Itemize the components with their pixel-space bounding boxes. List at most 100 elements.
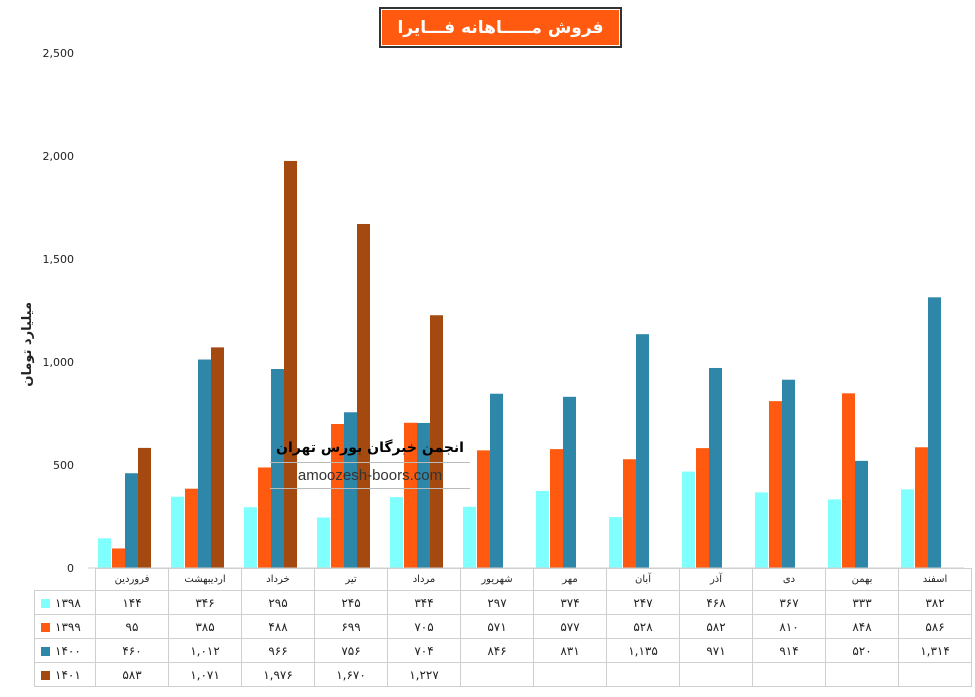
- bar: [609, 517, 622, 568]
- data-label: ۲۹۷: [460, 590, 534, 615]
- data-label: ۳۸۲: [898, 590, 972, 615]
- bar: [417, 422, 430, 568]
- legend-label: ۱۳۹۸: [55, 595, 81, 610]
- bar: [828, 499, 841, 568]
- bar: [430, 315, 443, 568]
- legend-label: ۱۴۰۰: [55, 643, 81, 658]
- bar: [490, 393, 503, 568]
- data-label: ۸۴۶: [460, 638, 534, 663]
- bar: [171, 496, 184, 568]
- table-row: ۱۳۹۹ ۹۵ ۳۸۵ ۴۸۸ ۶۹۹ ۷۰۵ ۵۷۱ ۵۷۷ ۵۲۸ ۵۸۲ ۸۱۰ ۸۴۸ ۵۸۶: [34, 614, 972, 639]
- bar: [536, 490, 549, 568]
- data-label: ۷۰۴: [387, 638, 461, 663]
- x-tick-label: اردیبهشت: [168, 568, 242, 591]
- bar: [284, 160, 297, 568]
- bar: [901, 489, 914, 568]
- x-tick-label: تیر: [314, 568, 388, 591]
- bar: [138, 447, 151, 568]
- data-label: ۱,۶۷۰: [314, 662, 388, 687]
- data-label: ۴۸۸: [241, 614, 315, 639]
- x-tick-label: بهمن: [825, 568, 899, 591]
- x-tick-label: خرداد: [241, 568, 315, 591]
- legend-label: ۱۴۰۱: [55, 667, 81, 682]
- watermark-divider: [270, 462, 470, 463]
- data-label: ۷۰۵: [387, 614, 461, 639]
- bar: [563, 396, 576, 568]
- legend-swatch: [41, 622, 50, 632]
- watermark-divider-2: [270, 488, 470, 489]
- data-label: ۵۲۸: [606, 614, 680, 639]
- bar: [915, 447, 928, 568]
- table-row: ۱۴۰۰ ۴۶۰ ۱,۰۱۲ ۹۶۶ ۷۵۶ ۷۰۴ ۸۴۶ ۸۳۱ ۱,۱۳۵ ۹۷۱ ۹۱۴ ۵۲…: [34, 638, 972, 663]
- data-label: ۵۲۰: [825, 638, 899, 663]
- data-label: ۱,۲۲۷: [387, 662, 461, 687]
- data-label: ۲۴۵: [314, 590, 388, 615]
- data-label: [606, 662, 680, 687]
- data-label: ۹۶۶: [241, 638, 315, 663]
- bar: [357, 223, 370, 569]
- data-label: ۵۸۲: [679, 614, 753, 639]
- legend-swatch: [41, 670, 50, 680]
- data-label: [533, 662, 607, 687]
- y-tick-label: 2,500: [43, 47, 75, 60]
- data-label: ۵۸۶: [898, 614, 972, 639]
- x-tick-label: دی: [752, 568, 826, 591]
- table-corner: [35, 569, 96, 591]
- bar: [390, 497, 403, 568]
- data-label: ۹۷۱: [679, 638, 753, 663]
- bar: [112, 548, 125, 568]
- data-label: ۸۱۰: [752, 614, 826, 639]
- data-label: ۲۴۷: [606, 590, 680, 615]
- watermark-title: انجمن خبرگان بورس تهران: [276, 440, 464, 456]
- data-label: [825, 662, 899, 687]
- y-tick-label: 0: [67, 562, 74, 575]
- data-label: ۱,۰۷۱: [168, 662, 242, 687]
- data-label: ۸۳۱: [533, 638, 607, 663]
- legend-swatch: [41, 598, 50, 608]
- data-label: ۴۶۰: [95, 638, 169, 663]
- bar: [185, 488, 198, 568]
- bar: [842, 393, 855, 568]
- data-label: ۳۴۶: [168, 590, 242, 615]
- data-label: [898, 662, 972, 687]
- y-tick-label: 1,000: [43, 356, 75, 369]
- bar: [855, 460, 868, 568]
- bar: [198, 359, 211, 568]
- data-label: ۶۹۹: [314, 614, 388, 639]
- bar: [404, 422, 417, 568]
- bar: [344, 412, 357, 568]
- data-label: ۸۴۸: [825, 614, 899, 639]
- bar: [98, 538, 111, 568]
- data-label: ۱,۳۱۴: [898, 638, 972, 663]
- data-label: ۴۶۸: [679, 590, 753, 615]
- bar: [211, 347, 224, 568]
- legend-entry: ۱۳۹۹: [34, 614, 96, 639]
- data-label: [752, 662, 826, 687]
- y-tick-label: 500: [53, 459, 74, 472]
- data-label: ۲۹۵: [241, 590, 315, 615]
- bar: [755, 492, 768, 568]
- x-tick-label: آبان: [606, 568, 680, 591]
- legend-swatch: [41, 646, 50, 656]
- x-tick-label: اسفند: [898, 568, 972, 591]
- bar: [696, 448, 709, 568]
- bar: [623, 459, 636, 568]
- data-label: ۳۳۳: [825, 590, 899, 615]
- data-label: [460, 662, 534, 687]
- data-label: ۳۸۵: [168, 614, 242, 639]
- bar: [682, 471, 695, 568]
- data-table: فروردین اردیبهشت خرداد تیر مرداد شهریور مهر آبا…: [34, 568, 972, 687]
- data-label: ۷۵۶: [314, 638, 388, 663]
- bar: [463, 506, 476, 568]
- data-label: ۹۱۴: [752, 638, 826, 663]
- x-tick-label: مرداد: [387, 568, 461, 591]
- data-label: ۵۸۳: [95, 662, 169, 687]
- watermark: انجمن خبرگان بورس تهران amoozesh-boors.c…: [270, 440, 470, 489]
- bar: [125, 473, 138, 568]
- chart-title: فروش مـــــاهانه فـــایرا: [397, 17, 604, 38]
- data-label: ۳۷۴: [533, 590, 607, 615]
- data-label: ۵۷۱: [460, 614, 534, 639]
- x-tick-label: آذر: [679, 568, 753, 591]
- data-label: ۳۴۴: [387, 590, 461, 615]
- legend-label: ۱۳۹۹: [55, 619, 81, 634]
